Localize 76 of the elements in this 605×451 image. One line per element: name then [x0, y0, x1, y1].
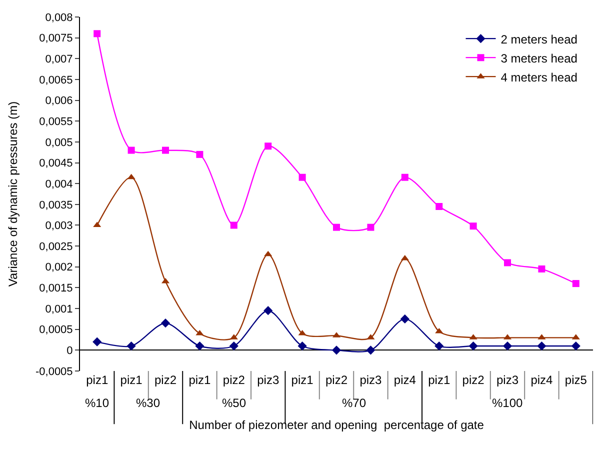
y-tick-label: 0,0065 — [39, 74, 73, 86]
point — [162, 146, 169, 154]
text: %50 — [222, 396, 246, 410]
point — [470, 222, 477, 230]
point — [333, 224, 340, 231]
point — [94, 30, 101, 38]
x-tick-label: piz1 — [86, 373, 108, 387]
point — [401, 174, 408, 181]
x-tick-label: piz4 — [530, 373, 554, 387]
point — [264, 142, 272, 150]
legend-label: 2 meters head — [500, 32, 578, 46]
x-tick-label: piz1 — [120, 373, 143, 387]
y-tick-label: 0,0075 — [39, 32, 73, 45]
point — [436, 202, 443, 210]
point — [92, 337, 102, 346]
point — [366, 346, 376, 355]
y-axis-title: Variance of dynamic pressures (m) — [6, 101, 20, 287]
point — [264, 250, 272, 256]
point — [298, 174, 306, 181]
point — [468, 341, 478, 351]
y-tick-label: 0,008 — [45, 12, 73, 24]
y-tick-label: 0,0045 — [39, 158, 73, 170]
y-tick-label: 0,0015 — [39, 282, 73, 295]
x-tick-label: piz5 — [564, 373, 588, 387]
point — [502, 341, 512, 351]
y-tick-label: 0,0035 — [39, 199, 73, 212]
y-tick-label: 0,004 — [45, 178, 73, 190]
point — [195, 341, 204, 351]
point — [264, 306, 273, 316]
x-tick-label: piz3 — [257, 373, 280, 387]
legend-label: 4 meters head — [500, 70, 578, 84]
text: %10 — [85, 396, 110, 410]
point — [126, 341, 136, 351]
y-tick-label: -0,0005 — [35, 366, 73, 378]
point — [128, 146, 135, 154]
x-tick-label: piz2 — [325, 373, 348, 387]
text: %100 — [492, 396, 524, 410]
y-tick-label: 0,005 — [45, 136, 73, 149]
point — [367, 224, 374, 231]
y-tick-label: 0,0055 — [39, 116, 73, 128]
point — [538, 265, 546, 272]
x-tick-label: piz4 — [394, 373, 416, 387]
point — [230, 222, 238, 229]
text: %30 — [136, 396, 160, 410]
x-axis-title: Number of piezometer and opening percentage of gate — [189, 418, 484, 432]
y-tick-label: 0,007 — [45, 54, 73, 66]
point — [572, 280, 580, 288]
point — [537, 341, 546, 351]
x-tick-label: piz1 — [188, 373, 212, 387]
y-tick-label: 0,003 — [45, 220, 73, 232]
point — [571, 341, 580, 351]
point — [400, 314, 410, 324]
point — [160, 318, 170, 328]
point — [196, 150, 204, 158]
legend-label: 3 meters head — [500, 51, 578, 66]
point — [434, 341, 444, 351]
text: %70 — [342, 396, 366, 410]
y-tick-label: 0 — [66, 345, 73, 358]
y-tick-label: 0,001 — [45, 303, 73, 316]
x-tick-label: piz3 — [496, 373, 519, 387]
y-tick-label: 0,0025 — [39, 240, 73, 253]
x-tick-label: piz1 — [428, 373, 450, 387]
x-tick-label: piz2 — [462, 373, 485, 387]
x-tick-label: piz2 — [154, 373, 177, 387]
point — [298, 341, 307, 351]
x-tick-label: piz2 — [222, 373, 246, 387]
x-tick-label: piz1 — [291, 373, 314, 387]
point — [504, 259, 511, 266]
y-tick-label: 0,006 — [45, 95, 73, 108]
point — [127, 174, 136, 180]
y-tick-label: 0,002 — [45, 262, 73, 274]
point — [435, 328, 444, 334]
point — [229, 341, 238, 351]
y-tick-label: 0,0005 — [39, 324, 73, 336]
point — [332, 346, 342, 355]
x-tick-label: piz3 — [360, 373, 382, 387]
